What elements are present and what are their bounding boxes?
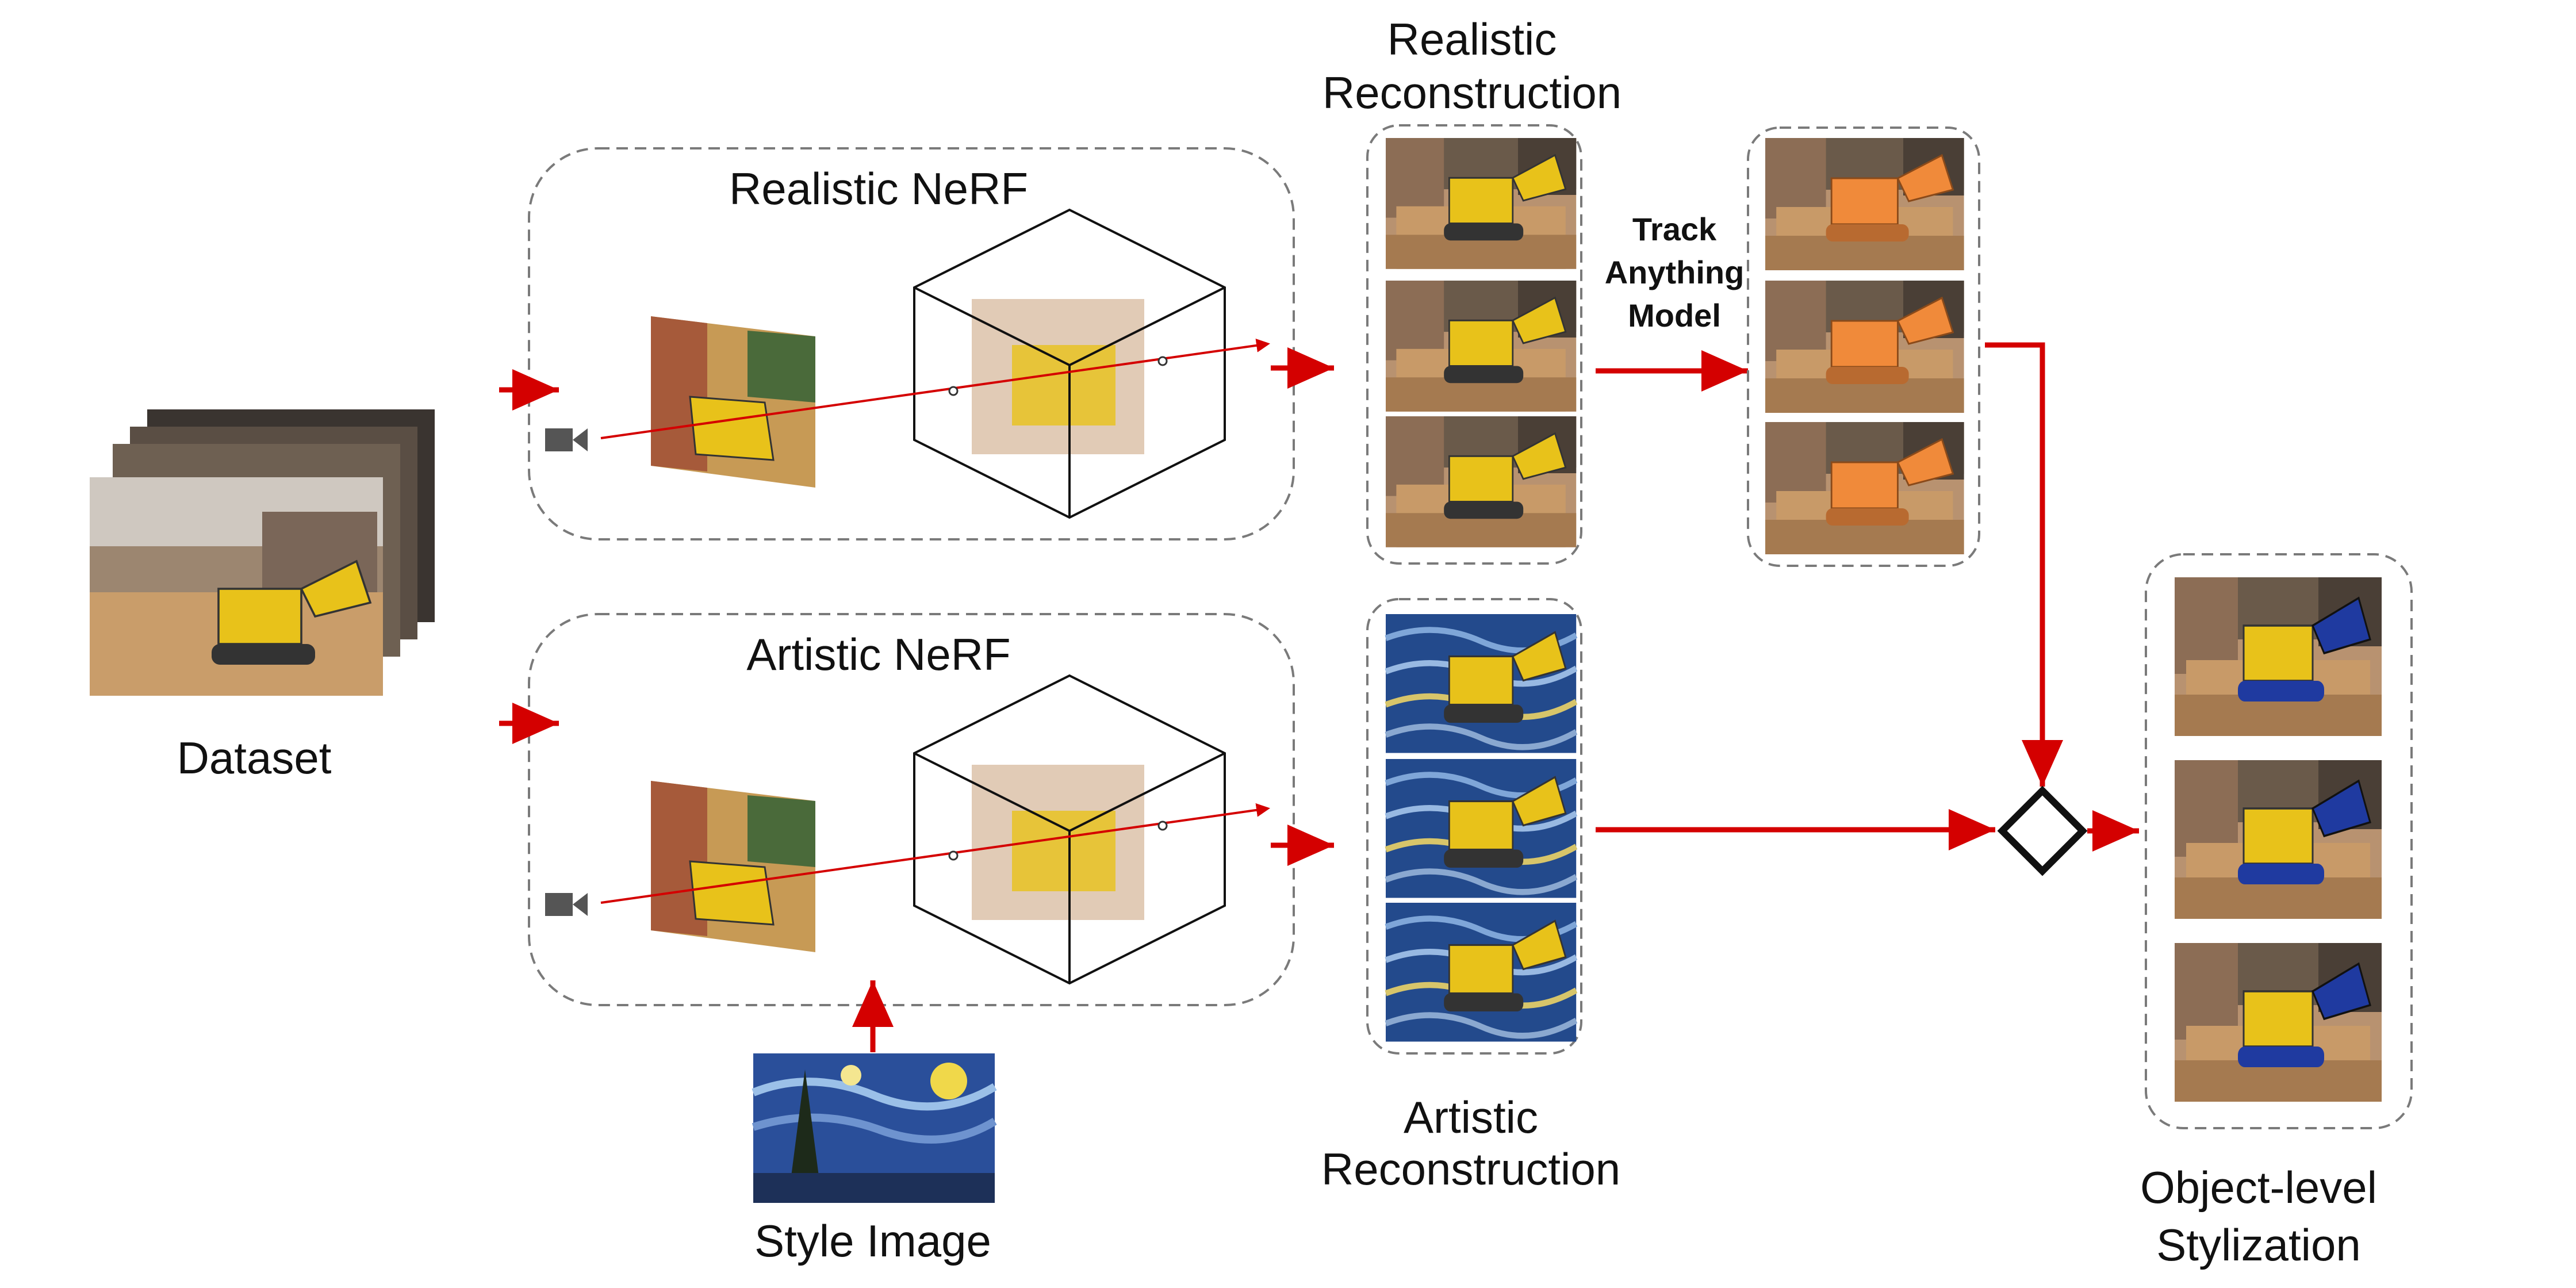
style-image-label: Style Image [754, 1216, 991, 1266]
realistic-nerf-cube [913, 208, 1226, 519]
tam-label-3: Model [1628, 297, 1721, 334]
tracked-frame-2 [1765, 281, 1964, 413]
tracked-to-merge-arrow [1985, 342, 2063, 787]
artistic-recon-label-2: Reconstruction [1321, 1144, 1620, 1194]
stylized-frame-3 [2175, 943, 2382, 1102]
realistic-recon-frame-2 [1386, 281, 1577, 412]
object-level-label-2: Stylization [2156, 1220, 2361, 1270]
realistic-recon-frame-1 [1386, 138, 1577, 269]
artistic-camera-ray [600, 803, 1270, 904]
merge-diamond-icon [1997, 785, 2088, 876]
tracked-frame-1 [1765, 138, 1964, 270]
realistic-nerf-label: Realistic NeRF [729, 163, 1028, 214]
tam-label-2: Anything [1605, 254, 1745, 290]
camera-icon [545, 428, 588, 451]
dataset-label: Dataset [177, 733, 332, 783]
realistic-recon-label-1: Realistic [1387, 14, 1557, 64]
tracked-mask-box [1747, 126, 1980, 567]
stylized-frame-2 [2175, 760, 2382, 919]
artistic-recon-frame-1 [1386, 614, 1576, 753]
tracked-frame-3 [1765, 422, 1964, 554]
stylized-frame-1 [2175, 577, 2382, 736]
object-level-stylization-box [2145, 553, 2413, 1129]
camera-icon [545, 893, 588, 916]
realistic-nerf-box [528, 147, 1295, 540]
artistic-nerf-label: Artistic NeRF [746, 629, 1010, 680]
realistic-reconstruction-box [1366, 124, 1582, 565]
artistic-nerf-cube [913, 674, 1226, 985]
realistic-recon-frame-3 [1386, 416, 1577, 547]
style-image [752, 1053, 997, 1203]
artistic-input-view [651, 781, 815, 952]
artistic-recon-frame-3 [1386, 903, 1576, 1042]
artistic-nerf-box [528, 613, 1295, 1006]
object-level-label-1: Object-level [2140, 1162, 2377, 1213]
dataset-image-stack [90, 409, 435, 696]
artistic-recon-label-1: Artistic [1404, 1092, 1538, 1143]
artistic-recon-frame-2 [1386, 759, 1576, 898]
realistic-camera-ray [600, 338, 1270, 439]
realistic-recon-label-2: Reconstruction [1322, 67, 1621, 118]
realistic-input-view [651, 316, 815, 488]
tam-label-1: Track [1632, 211, 1717, 247]
artistic-reconstruction-box [1366, 598, 1582, 1055]
